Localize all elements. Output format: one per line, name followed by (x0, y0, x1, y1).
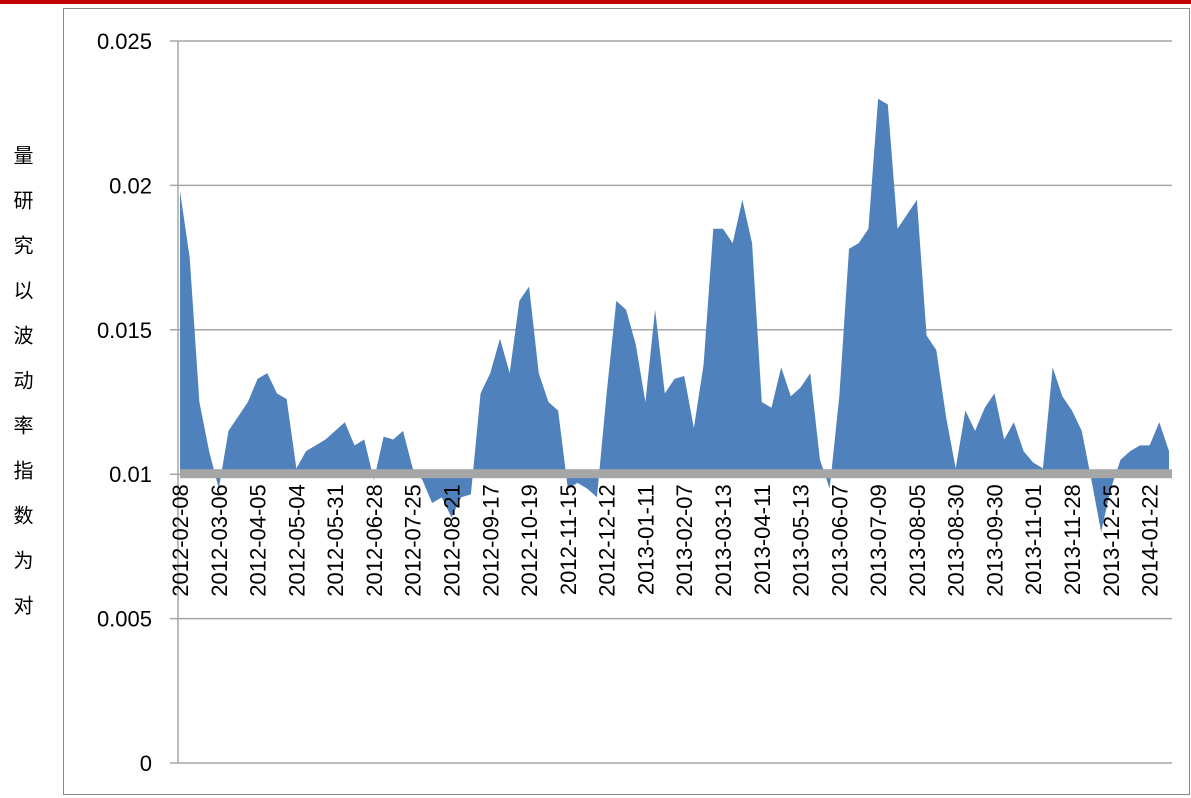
y-tick-label: 0.01 (109, 462, 152, 487)
x-tick-label: 2012-04-05 (246, 484, 271, 597)
y-tick-label: 0 (140, 751, 152, 776)
x-tick-label: 2012-08-21 (439, 484, 464, 597)
x-tick-label: 2013-09-30 (982, 484, 1007, 597)
x-tick-label: 2013-12-25 (1099, 484, 1124, 597)
y-tick-label: 0.02 (109, 173, 152, 198)
y-tick-label: 0.005 (97, 607, 152, 632)
x-tick-label: 2013-03-13 (711, 484, 736, 597)
x-tick-label: 2013-04-11 (750, 484, 775, 595)
chart-frame (63, 8, 1190, 795)
x-tick-label: 2013-06-07 (827, 484, 852, 597)
x-tick-label: 2012-05-04 (284, 484, 309, 597)
x-tick-label: 2013-05-13 (789, 484, 814, 597)
header-bar (0, 0, 1191, 4)
x-tick-label: 2012-02-08 (168, 484, 193, 597)
x-tick-label: 2012-05-31 (323, 484, 348, 597)
x-tick-label: 2013-08-30 (944, 484, 969, 597)
x-tick-label: 2012-12-12 (595, 484, 620, 597)
y-tick-label: 0.025 (97, 29, 152, 54)
x-tick-label: 2013-11-28 (1060, 484, 1085, 595)
x-tick-label: 2014-01-22 (1138, 484, 1163, 597)
x-tick-label: 2013-07-09 (866, 484, 891, 597)
x-tick-label: 2013-08-05 (905, 484, 930, 597)
x-tick-label: 2012-06-28 (362, 484, 387, 597)
x-tick-label: 2012-11-15 (556, 484, 581, 595)
x-tick-label: 2012-10-19 (517, 484, 542, 597)
x-tick-label: 2012-09-17 (478, 484, 503, 597)
y-axis-label: 量研究以波动率指数为对 (10, 145, 34, 640)
x-tick-label: 2013-01-11 (633, 484, 658, 595)
x-tick-label: 2013-02-07 (672, 484, 697, 597)
x-axis (180, 469, 1172, 479)
y-tick-label: 0.015 (97, 318, 152, 343)
x-tick-label: 2012-03-06 (207, 484, 232, 597)
x-tick-label: 2013-11-01 (1021, 484, 1046, 595)
x-tick-label: 2012-07-25 (401, 484, 426, 597)
area (180, 98, 1169, 532)
